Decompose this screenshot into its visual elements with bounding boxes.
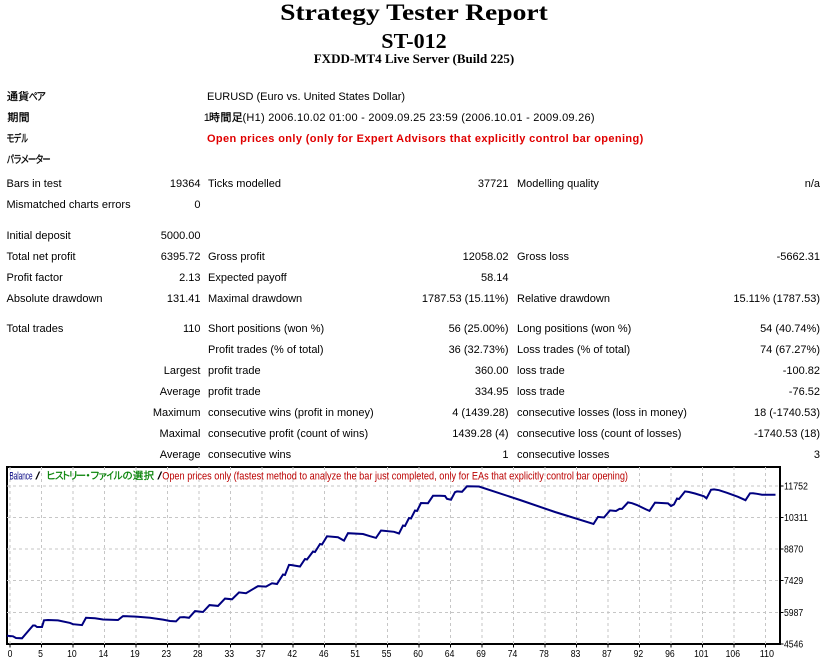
svg-text:7429: 7429 [784,576,804,587]
svg-text:5987: 5987 [784,608,804,619]
svg-text:110: 110 [760,649,775,660]
svg-text:78: 78 [539,649,549,660]
svg-text:10: 10 [67,649,77,660]
svg-text:23: 23 [162,649,172,660]
svg-text:19: 19 [130,649,140,660]
svg-text:33: 33 [225,649,235,660]
svg-text:Balance: Balance [10,471,33,483]
svg-text:Open prices only (fastest meth: Open prices only (fastest method to anal… [162,471,628,483]
svg-text:8870: 8870 [784,545,804,556]
svg-text:106: 106 [726,649,741,660]
svg-text:64: 64 [445,649,455,660]
svg-text:83: 83 [571,649,581,660]
svg-text:14: 14 [99,649,109,660]
svg-text:42: 42 [287,649,297,660]
svg-text:60: 60 [413,649,423,660]
svg-text:101: 101 [694,649,709,660]
svg-text:/: / [35,471,42,483]
svg-text:11752: 11752 [784,481,808,492]
svg-text:92: 92 [634,649,644,660]
svg-text:0: 0 [8,649,13,660]
svg-text:69: 69 [476,649,486,660]
svg-text:46: 46 [319,649,329,660]
svg-text:37: 37 [256,649,266,660]
svg-text:/: / [157,471,164,483]
svg-text:55: 55 [382,649,392,660]
svg-text:87: 87 [602,649,612,660]
svg-text:4546: 4546 [784,640,804,651]
svg-text:28: 28 [193,649,203,660]
svg-text:74: 74 [508,649,518,660]
svg-text:5: 5 [38,649,43,660]
svg-text:51: 51 [350,649,360,660]
svg-text:96: 96 [665,649,675,660]
svg-text:10311: 10311 [784,513,808,524]
